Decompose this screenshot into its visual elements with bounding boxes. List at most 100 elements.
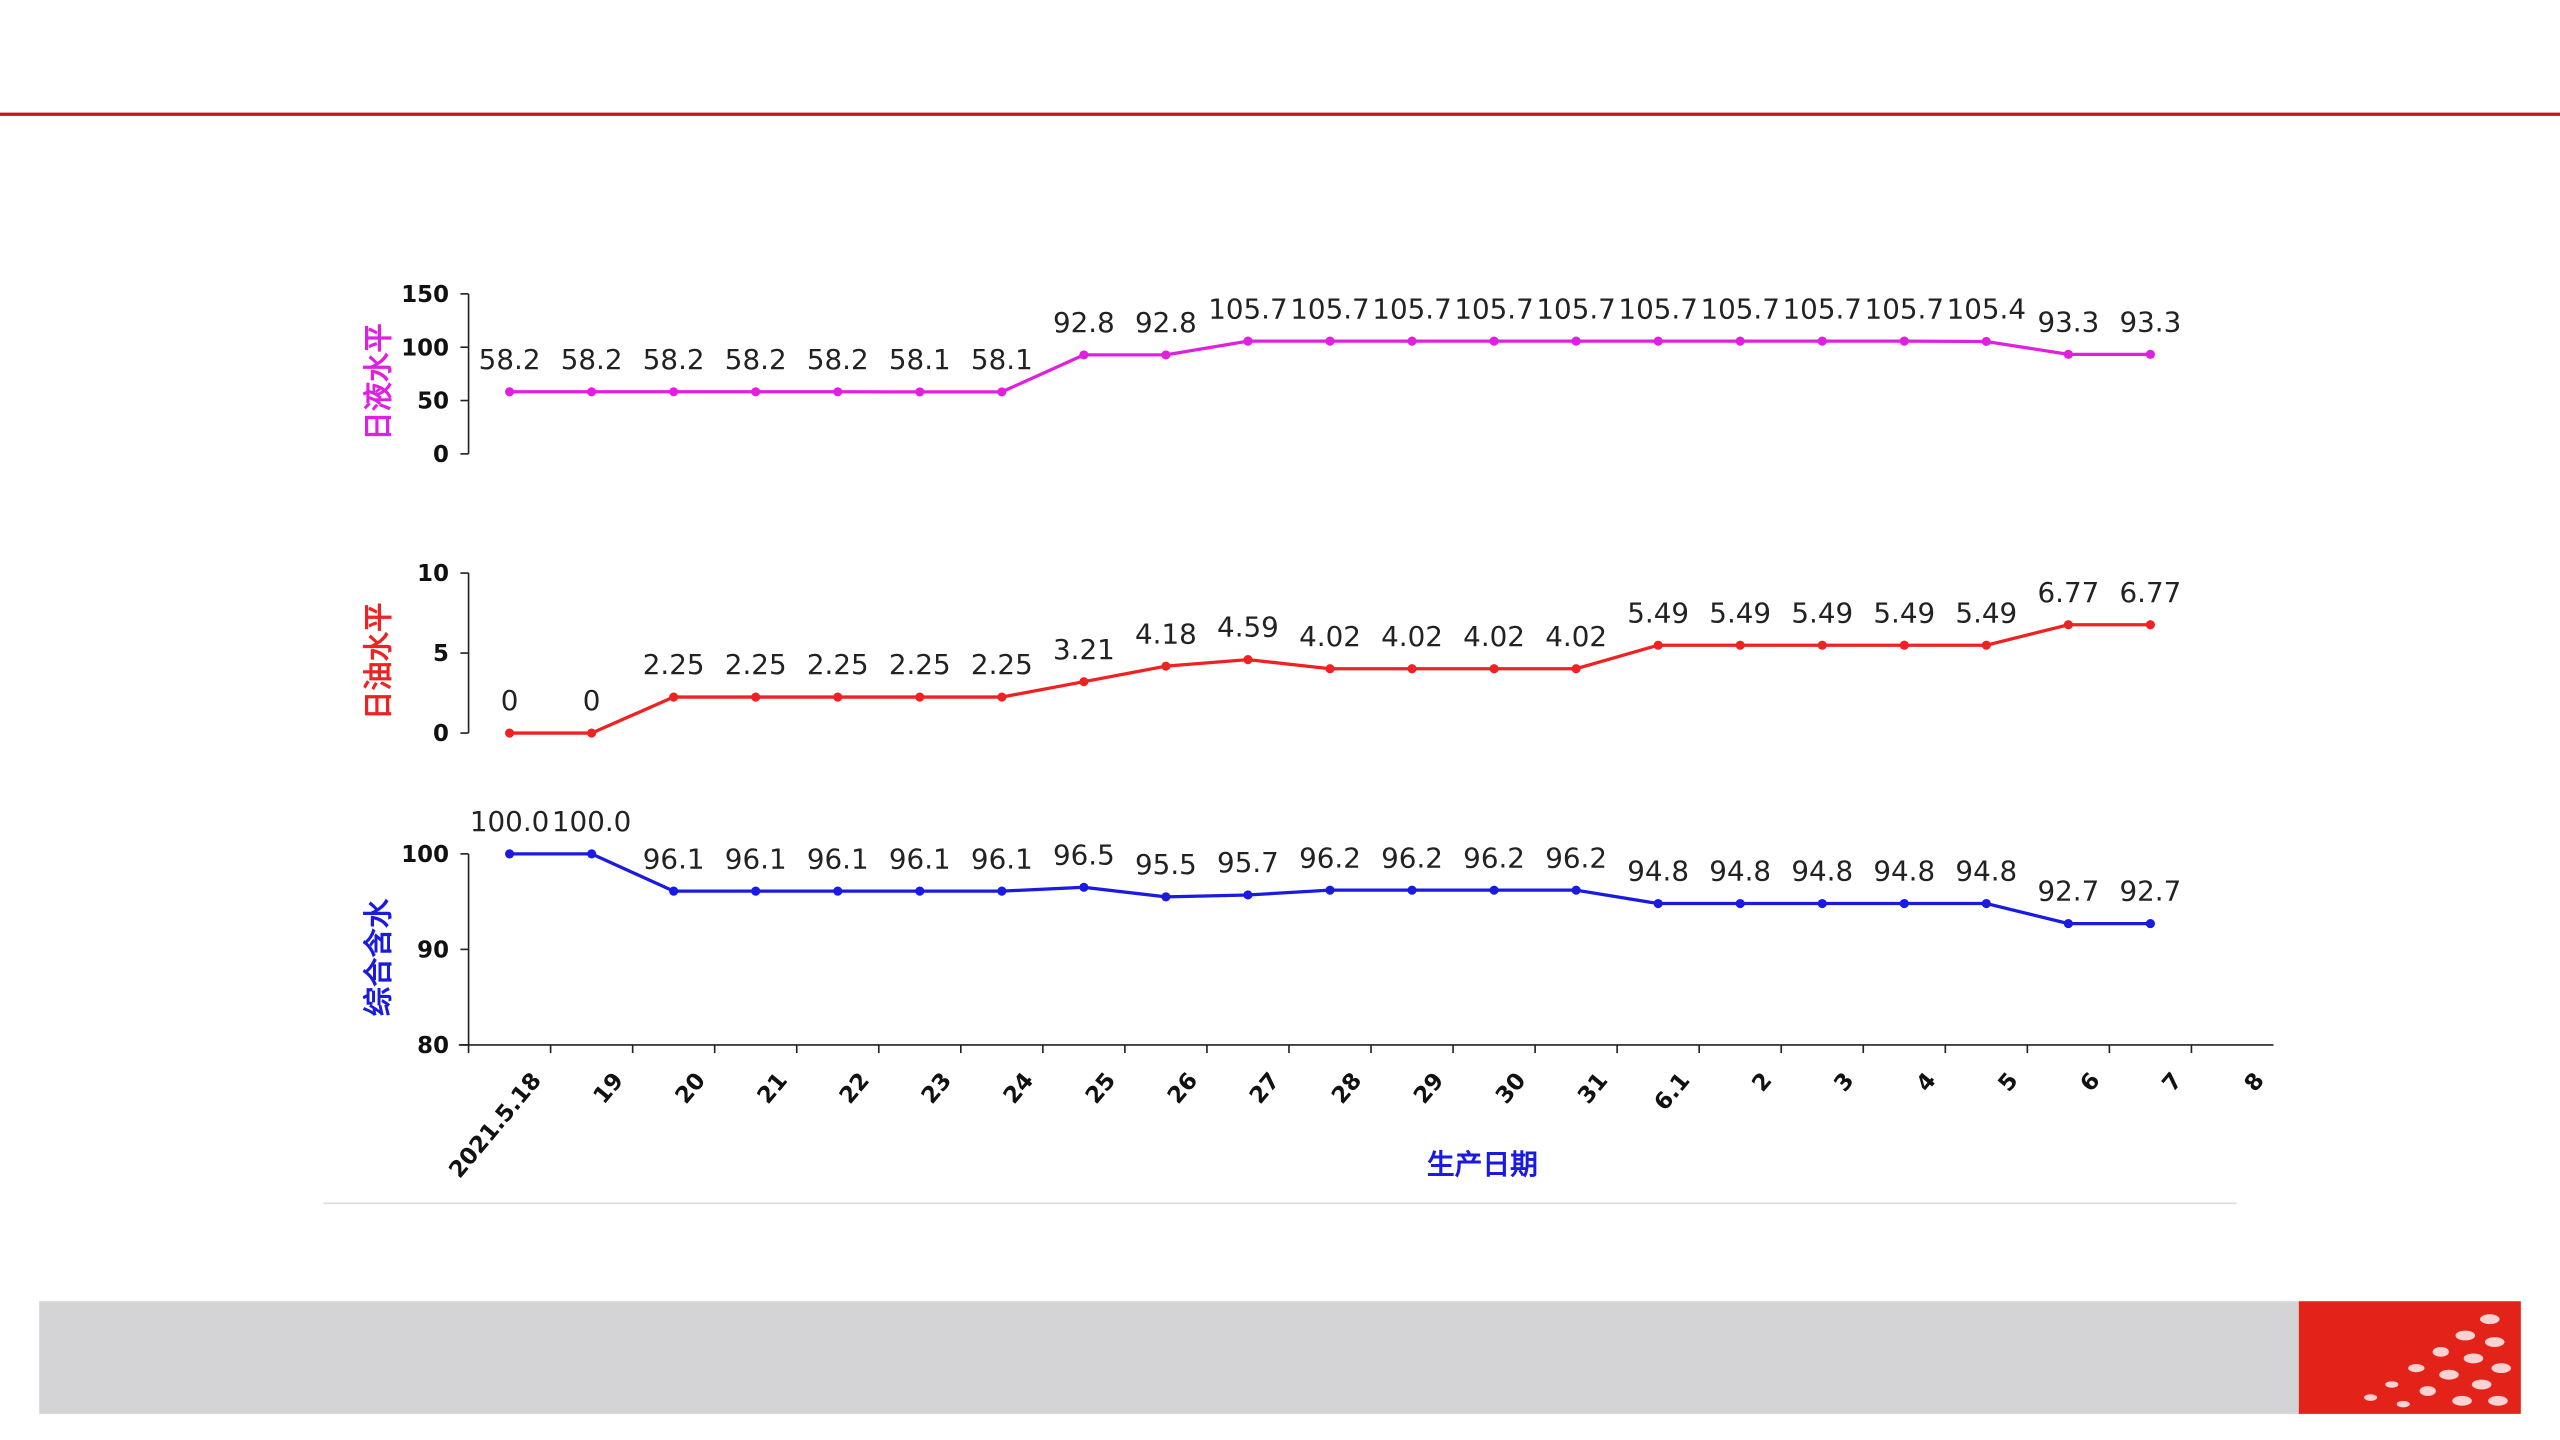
data-label: 94.8 — [1791, 855, 1853, 888]
data-point — [1981, 898, 1991, 909]
data-point — [1161, 350, 1171, 360]
x-tick-label: 2021.5.18 — [444, 1068, 547, 1183]
data-label: 2.25 — [889, 648, 951, 681]
data-point — [997, 387, 1007, 397]
data-label: 96.1 — [971, 842, 1033, 875]
data-label: 4.18 — [1135, 617, 1197, 650]
data-point — [1981, 336, 1991, 347]
data-label: 105.7 — [1454, 292, 1533, 325]
x-tick-label: 29 — [1409, 1068, 1449, 1109]
x-tick-label: 26 — [1163, 1068, 1203, 1109]
y-tick-label: 100 — [401, 842, 449, 868]
data-point — [2063, 620, 2073, 630]
data-point — [1407, 336, 1417, 346]
data-label: 0 — [583, 684, 601, 717]
data-point — [997, 886, 1007, 896]
data-label: 105.4 — [1947, 293, 2026, 326]
data-label: 92.7 — [2037, 875, 2099, 908]
data-label: 2.25 — [807, 648, 869, 681]
data-point — [1899, 898, 1909, 909]
data-label: 58.2 — [561, 343, 623, 376]
x-tick-label: 3 — [1829, 1068, 1859, 1097]
data-label: 6.77 — [2120, 576, 2182, 609]
data-label: 105.7 — [1618, 292, 1697, 325]
data-label: 94.8 — [1955, 855, 2017, 888]
x-tick-label: 25 — [1081, 1068, 1121, 1109]
x-tick-label: 27 — [1245, 1068, 1285, 1109]
data-point — [1489, 664, 1499, 674]
data-label: 5.49 — [1873, 596, 1935, 629]
data-point — [915, 387, 925, 397]
data-label: 4.02 — [1381, 620, 1443, 653]
data-point — [669, 387, 679, 397]
data-label: 105.7 — [1700, 292, 1779, 325]
data-label: 96.1 — [807, 842, 869, 875]
y-tick-label: 50 — [417, 389, 449, 415]
data-point — [1079, 677, 1089, 687]
data-point — [1489, 885, 1499, 895]
data-label: 4.02 — [1299, 620, 1361, 653]
data-point — [1571, 664, 1581, 674]
data-point — [1735, 336, 1745, 346]
data-point — [1325, 336, 1335, 346]
data-point — [2145, 919, 2155, 929]
data-point — [1899, 336, 1909, 346]
y-tick-label: 150 — [401, 282, 449, 308]
data-point — [1817, 336, 1827, 346]
data-point — [1161, 892, 1171, 902]
data-point — [1325, 885, 1335, 895]
x-tick-label: 31 — [1573, 1068, 1613, 1109]
logo-dots — [2364, 1314, 2512, 1408]
data-label: 105.7 — [1372, 292, 1451, 325]
data-label: 58.2 — [807, 343, 869, 376]
x-tick-label: 28 — [1327, 1068, 1367, 1109]
footer-band — [39, 1301, 2299, 1414]
data-point — [587, 849, 597, 859]
data-point — [2063, 919, 2073, 929]
data-point — [669, 886, 679, 896]
y-tick-label: 0 — [433, 442, 449, 468]
data-point — [997, 692, 1007, 702]
data-point — [833, 692, 843, 702]
data-point — [833, 886, 843, 896]
y-tick-label: 5 — [433, 641, 449, 667]
data-label: 93.3 — [2120, 306, 2182, 339]
data-label: 2.25 — [971, 648, 1033, 681]
data-point — [1407, 885, 1417, 895]
data-point — [1489, 336, 1499, 346]
data-point — [1243, 655, 1253, 665]
data-point — [2145, 349, 2155, 359]
x-axis-title: 生产日期 — [1427, 1148, 1538, 1181]
data-label: 105.7 — [1536, 292, 1615, 325]
data-label: 4.02 — [1463, 620, 1525, 653]
data-label: 5.49 — [1791, 596, 1853, 629]
data-point — [2145, 620, 2155, 630]
data-point — [1079, 350, 1089, 360]
data-label: 92.8 — [1135, 306, 1197, 339]
data-point — [1817, 640, 1827, 650]
x-tick-label: 20 — [671, 1068, 711, 1109]
data-point — [1899, 640, 1909, 650]
data-label: 94.8 — [1709, 855, 1771, 888]
data-label: 96.2 — [1463, 841, 1525, 874]
data-label: 96.1 — [725, 842, 787, 875]
data-label: 4.02 — [1545, 620, 1607, 653]
data-label: 5.49 — [1627, 596, 1689, 629]
data-point — [1243, 890, 1253, 900]
data-point — [1161, 661, 1171, 671]
data-label: 58.1 — [889, 343, 951, 376]
data-point — [1325, 664, 1335, 674]
data-label: 96.5 — [1053, 838, 1115, 871]
x-tick-label: 2 — [1747, 1068, 1777, 1097]
data-label: 2.25 — [643, 648, 705, 681]
data-point — [751, 886, 761, 896]
data-point — [1653, 640, 1663, 650]
data-label: 58.2 — [479, 343, 541, 376]
data-label: 96.2 — [1299, 841, 1361, 874]
data-label: 92.7 — [2120, 875, 2182, 908]
data-point — [751, 692, 761, 702]
data-label: 94.8 — [1627, 855, 1689, 888]
data-label: 105.7 — [1290, 292, 1369, 325]
data-label: 93.3 — [2037, 306, 2099, 339]
